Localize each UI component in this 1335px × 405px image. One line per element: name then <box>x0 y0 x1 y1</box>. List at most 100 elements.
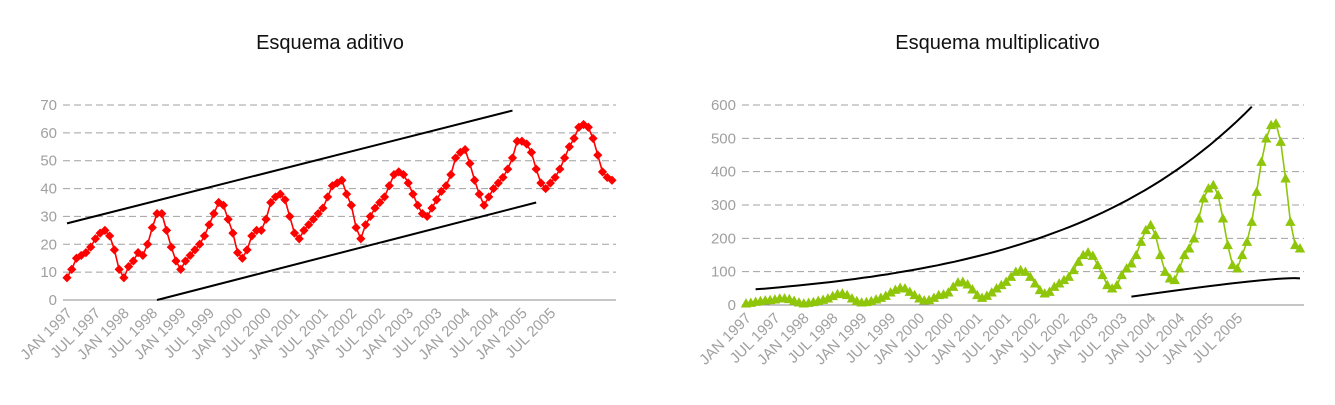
additive-data-point <box>128 256 138 266</box>
multiplicative-data-point <box>967 284 978 294</box>
additive-y-tick-label: 30 <box>40 208 57 225</box>
multiplicative-y-tick-label: 500 <box>711 130 736 147</box>
multiplicative-data-point <box>1020 266 1031 276</box>
multiplicative-data-point <box>1121 263 1132 273</box>
additive-data-point <box>541 183 551 194</box>
additive-data-point <box>76 250 86 261</box>
multiplicative-chart-title: Esquema multiplicativo <box>895 32 1100 54</box>
multiplicative-y-tick-label: 100 <box>711 264 736 281</box>
multiplicative-data-point <box>943 287 954 297</box>
additive-data-point <box>100 225 110 235</box>
additive-data-point <box>427 203 437 213</box>
multiplicative-data-point <box>1029 278 1041 288</box>
multiplicative-data-point <box>1044 286 1055 296</box>
additive-data-point <box>379 192 390 202</box>
additive-data-point <box>304 220 314 230</box>
additive-data-point <box>555 164 565 174</box>
multiplicative-data-point <box>1184 243 1195 253</box>
multiplicative-data-point <box>880 290 891 300</box>
multiplicative-data-point <box>1275 136 1286 146</box>
additive-data-point <box>460 144 470 155</box>
additive-lower-envelope-line <box>156 201 537 301</box>
additive-series-line <box>66 123 613 280</box>
additive-data-point <box>166 242 176 252</box>
additive-data-point <box>275 189 285 199</box>
additive-data-point <box>114 264 124 274</box>
additive-data-point <box>526 147 537 157</box>
additive-data-point <box>465 158 475 169</box>
additive-data-point <box>375 197 385 208</box>
multiplicative-data-point <box>1102 279 1113 290</box>
multiplicative-data-point <box>1150 229 1161 240</box>
additive-data-point <box>152 209 162 219</box>
multiplicative-data-point <box>1126 258 1137 268</box>
additive-data-point <box>370 203 380 213</box>
multiplicative-data-point <box>1241 236 1253 246</box>
additive-data-point <box>323 192 333 202</box>
multiplicative-data-point <box>1251 186 1262 196</box>
additive-data-point <box>157 209 167 219</box>
multiplicative-data-point <box>1294 243 1306 253</box>
multiplicative-data-point <box>1155 249 1166 260</box>
additive-data-point <box>498 172 508 183</box>
additive-data-point <box>488 183 499 194</box>
multiplicative-data-point <box>841 289 853 300</box>
additive-data-point <box>294 234 304 244</box>
multiplicative-data-point <box>1068 264 1079 275</box>
multiplicative-data-point <box>1145 219 1156 230</box>
multiplicative-data-point <box>1053 278 1065 288</box>
additive-data-point <box>342 189 352 199</box>
multiplicative-data-point <box>1078 249 1089 260</box>
multiplicative-data-point <box>1140 224 1152 235</box>
additive-data-point <box>199 231 210 241</box>
additive-data-point <box>209 209 219 219</box>
additive-data-point <box>90 234 101 244</box>
additive-data-point <box>289 228 300 238</box>
additive-data-point <box>545 178 555 188</box>
multiplicative-y-tick-label: 600 <box>711 97 736 114</box>
multiplicative-y-tick-label: 300 <box>711 197 736 214</box>
multiplicative-data-point <box>1049 281 1060 291</box>
additive-data-point <box>62 273 72 283</box>
multiplicative-upper-envelope-line <box>755 105 1253 291</box>
additive-data-point <box>432 195 442 205</box>
multiplicative-data-point <box>1203 183 1214 193</box>
additive-data-point <box>142 239 153 249</box>
additive-data-point <box>223 214 233 224</box>
additive-data-point <box>119 273 129 283</box>
additive-data-point <box>124 261 134 272</box>
multiplicative-data-point <box>962 279 973 289</box>
additive-data-point <box>597 167 608 177</box>
multiplicative-data-point <box>1159 266 1171 276</box>
additive-data-point <box>451 153 461 163</box>
additive-data-point <box>185 250 195 261</box>
additive-y-tick-label: 50 <box>40 153 57 170</box>
additive-data-point <box>346 200 356 210</box>
multiplicative-data-point <box>1082 247 1094 257</box>
additive-data-point <box>308 214 319 224</box>
additive-y-tick-label: 40 <box>40 181 57 198</box>
additive-data-point <box>474 189 484 199</box>
additive-data-point <box>247 231 257 241</box>
additive-data-point <box>503 164 513 174</box>
multiplicative-data-point <box>1270 118 1282 128</box>
additive-data-point <box>195 239 205 249</box>
multiplicative-data-point <box>1000 276 1012 286</box>
multiplicative-data-point <box>1174 263 1185 273</box>
multiplicative-data-point <box>1092 259 1103 270</box>
multiplicative-data-point <box>1005 271 1017 281</box>
multiplicative-data-point <box>1169 274 1180 285</box>
additive-data-point <box>479 200 489 210</box>
additive-data-point <box>560 153 570 163</box>
additive-data-point <box>299 225 309 235</box>
additive-data-point <box>413 200 423 210</box>
additive-data-point <box>360 220 371 230</box>
additive-data-point <box>531 164 541 174</box>
additive-data-point <box>313 209 323 219</box>
additive-data-point <box>176 264 186 274</box>
additive-data-point <box>583 122 593 132</box>
additive-data-point <box>351 222 361 233</box>
multiplicative-data-point <box>1025 271 1036 281</box>
additive-data-point <box>237 253 247 263</box>
additive-data-point <box>171 256 181 266</box>
